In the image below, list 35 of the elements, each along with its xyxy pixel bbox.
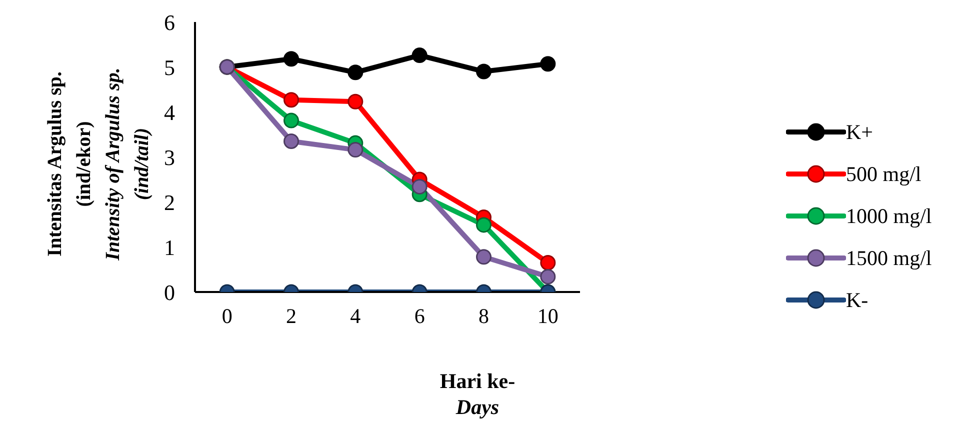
- y-tick-label: 4: [164, 100, 175, 125]
- x-tick-label: 10: [537, 304, 558, 328]
- legend-label: K-: [846, 288, 868, 312]
- x-axis-title: Hari ke- Days: [438, 368, 516, 420]
- x-tick-label: 0: [222, 304, 232, 328]
- y-axis-title: Intensitas Argulus sp. (ind/ekor) Intensity of Argulus sp. (ind/tail): [43, 66, 154, 263]
- point: [540, 255, 556, 270]
- x-tick-label: 4: [350, 304, 362, 328]
- point: [348, 64, 364, 80]
- point: [348, 142, 364, 158]
- point: [284, 51, 299, 67]
- legend-label: 1500 mg/l: [846, 246, 932, 270]
- point: [284, 92, 299, 108]
- point: [476, 249, 492, 265]
- y-tick-label: 1: [164, 234, 175, 260]
- point: [412, 48, 428, 64]
- y-tick-label: 5: [164, 54, 175, 80]
- point: [476, 217, 492, 233]
- point: [284, 112, 299, 128]
- y-tick-label: 2: [164, 190, 175, 215]
- point: [476, 64, 492, 80]
- x-tick-label: 2: [286, 304, 296, 328]
- point: [412, 178, 428, 194]
- y-tick-label: 6: [164, 10, 175, 35]
- x-tick-label: 6: [414, 304, 425, 328]
- point: [284, 134, 299, 149]
- legend-label: 500 mg/l: [846, 162, 922, 186]
- y-tick-label: 3: [164, 144, 175, 170]
- legend-label: 1000 mg/l: [846, 204, 932, 228]
- point: [540, 56, 556, 72]
- point: [348, 94, 364, 110]
- x-tick-label: 8: [478, 304, 489, 328]
- point: [540, 268, 556, 284]
- y-tick-label: 0: [164, 280, 175, 305]
- legend-label: K+: [846, 120, 874, 144]
